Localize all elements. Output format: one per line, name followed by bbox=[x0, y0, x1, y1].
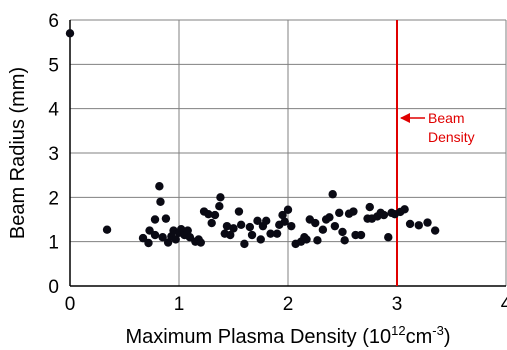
data-point-61 bbox=[335, 208, 344, 218]
data-point-14 bbox=[171, 235, 180, 244]
x-axis-label: Maximum Plasma Density (1012cm-3) bbox=[126, 323, 451, 348]
x-tick-label-0: 0 bbox=[65, 294, 76, 315]
data-point-69 bbox=[365, 202, 374, 212]
data-point-60 bbox=[330, 221, 340, 231]
data-point-55 bbox=[313, 236, 322, 245]
x-tick-label-1: 1 bbox=[174, 294, 185, 315]
axes bbox=[69, 20, 506, 287]
y-tick-label-0: 0 bbox=[48, 277, 59, 298]
data-point-39 bbox=[256, 235, 265, 244]
data-point-8 bbox=[156, 197, 165, 206]
data-point-45 bbox=[278, 210, 287, 220]
data-point-32 bbox=[229, 224, 238, 233]
data-point-63 bbox=[340, 236, 349, 245]
data-point-73 bbox=[379, 210, 389, 220]
data-point-26 bbox=[210, 210, 220, 220]
y-tick-label-6: 6 bbox=[48, 11, 59, 32]
y-tick-label-1: 1 bbox=[48, 233, 59, 254]
data-point-82 bbox=[430, 226, 440, 235]
y-tick-label-4: 4 bbox=[48, 100, 59, 121]
data-point-31 bbox=[226, 230, 235, 240]
data-point-25 bbox=[207, 218, 216, 228]
data-point-35 bbox=[240, 239, 249, 249]
data-point-67 bbox=[356, 230, 366, 240]
data-point-54 bbox=[311, 218, 320, 228]
data-point-47 bbox=[283, 205, 293, 214]
x-tick-label-3: 3 bbox=[392, 294, 403, 315]
data-point-48 bbox=[287, 221, 296, 231]
data-point-22 bbox=[196, 238, 205, 247]
y-tick-label-3: 3 bbox=[48, 144, 59, 165]
x-tick-label-4: 4 bbox=[501, 294, 507, 315]
data-point-30 bbox=[222, 221, 232, 231]
data-point-36 bbox=[245, 222, 255, 232]
data-point-80 bbox=[414, 221, 423, 230]
y-axis-label: Beam Radius (mm) bbox=[7, 67, 29, 239]
annotation-line2: Density bbox=[428, 129, 475, 145]
data-points bbox=[65, 29, 440, 249]
y-tick-labels: 0 1 2 3 4 5 6 bbox=[48, 11, 59, 298]
data-point-46 bbox=[280, 217, 289, 226]
data-point-43 bbox=[272, 229, 282, 238]
data-point-10 bbox=[161, 214, 171, 223]
x-tick-labels: 0 1 2 3 4 bbox=[65, 294, 507, 315]
data-point-41 bbox=[262, 216, 271, 226]
data-point-58 bbox=[325, 213, 334, 222]
data-point-37 bbox=[247, 230, 257, 240]
data-point-38 bbox=[253, 216, 262, 226]
data-point-0 bbox=[65, 29, 75, 38]
data-point-9 bbox=[158, 233, 167, 242]
data-point-11 bbox=[163, 238, 173, 247]
data-point-24 bbox=[204, 209, 213, 219]
y-tick-label-5: 5 bbox=[48, 55, 59, 76]
y-tick-label-2: 2 bbox=[48, 188, 59, 209]
data-point-56 bbox=[318, 225, 328, 234]
data-point-78 bbox=[400, 205, 409, 214]
annotation-line1: Beam bbox=[428, 110, 465, 126]
data-point-27 bbox=[215, 202, 224, 211]
data-point-6 bbox=[150, 230, 160, 240]
data-point-62 bbox=[338, 227, 347, 237]
data-point-5 bbox=[150, 215, 160, 224]
data-point-42 bbox=[266, 229, 275, 238]
data-point-28 bbox=[216, 193, 225, 202]
data-point-52 bbox=[302, 235, 311, 244]
data-point-7 bbox=[155, 182, 164, 191]
data-point-81 bbox=[423, 218, 432, 227]
x-tick-label-2: 2 bbox=[283, 294, 294, 315]
data-point-3 bbox=[144, 238, 153, 248]
data-point-65 bbox=[349, 207, 358, 216]
data-point-59 bbox=[328, 190, 337, 199]
data-point-74 bbox=[384, 233, 393, 242]
data-point-18 bbox=[183, 226, 192, 235]
data-point-79 bbox=[405, 219, 415, 229]
data-point-2 bbox=[138, 233, 148, 243]
data-point-1 bbox=[102, 225, 112, 234]
data-point-34 bbox=[236, 220, 246, 230]
data-point-33 bbox=[234, 207, 244, 216]
